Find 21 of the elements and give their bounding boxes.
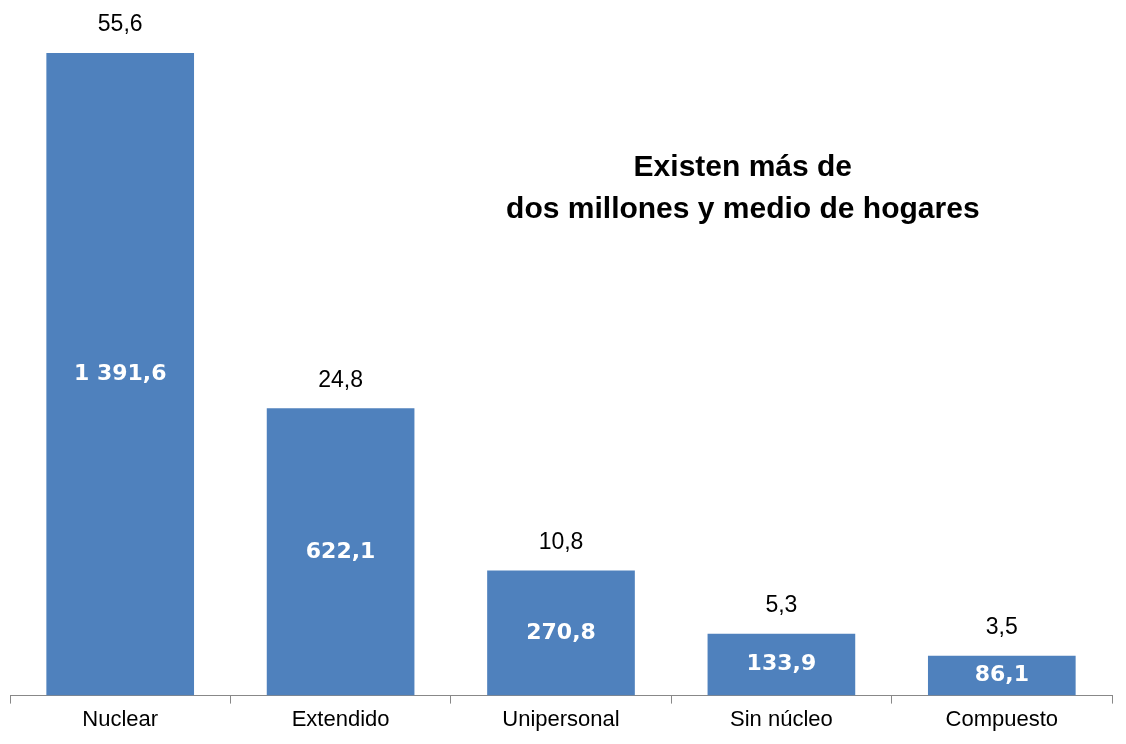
annotation: Existen más de dos millones y medio de hogares — [506, 149, 980, 225]
x-tick-label: Extendido — [291, 705, 390, 731]
x-tick-label: Compuesto — [945, 705, 1059, 731]
data-label: 133,9 — [746, 650, 817, 676]
bar — [266, 408, 415, 696]
data-label: 86,1 — [974, 661, 1029, 687]
x-tick-label: Sin núcleo — [730, 705, 833, 731]
annotation: 55,6 — [97, 10, 143, 37]
x-tick-label: Unipersonal — [502, 705, 620, 731]
data-label: 1 391,6 — [73, 360, 167, 386]
bar — [927, 655, 1076, 696]
annotation: 5,3 — [765, 591, 798, 618]
annotation: 10,8 — [538, 527, 584, 554]
bar — [487, 570, 635, 696]
data-label: 270,8 — [526, 618, 596, 644]
annotation: 3,5 — [985, 613, 1018, 640]
data-label: 622,1 — [305, 537, 376, 563]
x-tick-label: Nuclear — [82, 705, 159, 731]
annotation: 24,8 — [318, 365, 363, 392]
bar — [707, 633, 856, 696]
bar — [46, 53, 195, 696]
